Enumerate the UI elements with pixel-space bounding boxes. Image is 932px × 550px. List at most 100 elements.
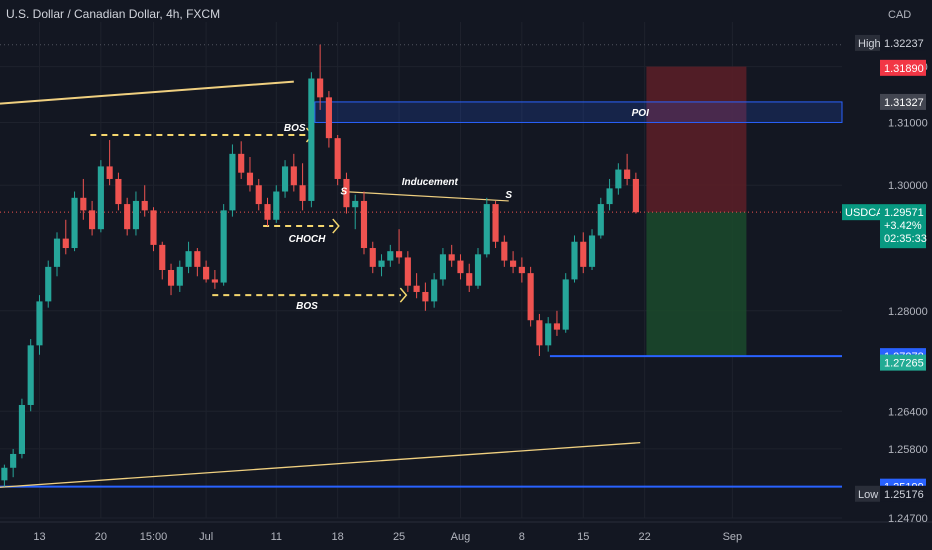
low-name-bg (855, 485, 880, 502)
candle-50 (439, 248, 446, 286)
candle-12 (106, 140, 113, 186)
drawings-layer (0, 44, 842, 488)
candle-body-44 (387, 251, 394, 261)
candle-body-37 (325, 97, 332, 139)
candle-body-42 (369, 248, 376, 267)
candle-20 (176, 260, 183, 292)
poi-price-bg (880, 93, 926, 110)
candle-body-58 (510, 260, 517, 267)
candle-body-1 (10, 453, 17, 468)
price-tag-stop: 1.31890 (880, 59, 926, 76)
candle-body-65 (571, 241, 578, 280)
x-tick-label-11: Sep (723, 531, 743, 543)
current-price-value: 1.29571 (884, 207, 924, 219)
zones-layer (314, 66, 843, 357)
bos-top-label: BOS (284, 123, 306, 134)
bos-bottom-arrow (399, 287, 408, 303)
current-symbol-label: USDCAD (845, 207, 892, 219)
inducement-line (342, 190, 509, 202)
candle-53 (466, 263, 473, 292)
price-tag-low: Low 1.25176 (855, 485, 926, 502)
candle-37 (325, 91, 332, 148)
candle-body-25 (220, 210, 227, 283)
candle-body-18 (159, 244, 166, 270)
high-name-bg (855, 34, 880, 51)
candle-body-43 (378, 260, 385, 267)
x-tick-label-0: 13 (33, 531, 45, 543)
high-name-label: High (858, 38, 881, 50)
candle-31 (273, 185, 280, 223)
candle-body-46 (404, 257, 411, 286)
candle-30 (264, 197, 271, 227)
candle-countdown: 02:35:33 (884, 233, 927, 245)
high-price-bg (880, 34, 926, 51)
candle-71 (624, 153, 631, 186)
x-tick-label-8: 8 (519, 531, 525, 543)
candle-body-13 (115, 178, 122, 205)
candle-body-16 (141, 200, 148, 211)
candle-body-3 (27, 345, 34, 405)
poi-price-value: 1.31327 (884, 97, 924, 109)
candle-5 (45, 260, 52, 308)
candle-6 (53, 232, 61, 277)
candle-59 (518, 257, 525, 283)
x-tick-label-1: 20 (95, 531, 107, 543)
x-tick-label-7: Aug (451, 531, 471, 543)
candle-25 (220, 204, 227, 286)
candle-body-41 (360, 200, 368, 249)
candle-34 (299, 163, 306, 211)
candle-28 (246, 156, 254, 192)
candle-3 (27, 339, 34, 412)
candle-body-4 (36, 301, 43, 346)
candle-40 (352, 194, 359, 230)
x-tick-label-6: 25 (393, 531, 405, 543)
lower-trendline (0, 442, 641, 488)
candle-body-14 (124, 204, 131, 230)
price-tags-layer: High 1.32237 1.31890 1.31327 USDCAD1.29571+3… (842, 34, 927, 502)
candle-60 (527, 266, 534, 327)
candle-0 (1, 464, 8, 487)
choch-arrow (332, 218, 340, 234)
candle-44 (387, 244, 394, 267)
candle-45 (396, 229, 403, 264)
y-tick-label-3: 1.28000 (888, 306, 928, 318)
candle-23 (203, 260, 210, 283)
candle-63 (553, 310, 561, 336)
stop-price-bg (880, 59, 926, 76)
candle-17 (150, 207, 157, 252)
candle-32 (281, 160, 289, 198)
candle-67 (588, 229, 596, 270)
chart-title: U.S. Dollar / Canadian Dollar, 4h, FXCM (6, 7, 221, 21)
candle-22 (194, 248, 201, 277)
candle-body-61 (536, 320, 543, 346)
candle-body-32 (281, 166, 289, 192)
x-tick-label-5: 18 (332, 531, 344, 543)
candle-body-67 (588, 235, 596, 267)
y-tick-label-6: 1.24700 (888, 513, 928, 525)
x-tick-label-4: 11 (271, 531, 282, 543)
candle-body-51 (448, 254, 455, 261)
candle-body-53 (466, 273, 473, 286)
candle-body-36 (317, 78, 324, 98)
candle-body-68 (597, 204, 604, 236)
candle-body-2 (18, 404, 25, 454)
annotations-layer: POI BOS CHOCH BOS Inducement S S (284, 108, 649, 312)
candle-65 (571, 235, 578, 283)
candle-body-30 (264, 204, 271, 220)
candle-58 (510, 251, 517, 274)
candle-body-38 (334, 138, 341, 179)
choch-label: CHOCH (289, 234, 326, 245)
candle-body-27 (238, 153, 245, 173)
candle-11 (97, 160, 104, 233)
candle-body-29 (255, 185, 262, 205)
candle-68 (597, 197, 604, 239)
candle-47 (413, 273, 420, 299)
current-price-bg (880, 204, 926, 249)
candle-body-20 (176, 266, 183, 286)
candle-body-7 (62, 238, 69, 249)
poi-zone (314, 101, 843, 123)
candle-body-24 (211, 279, 218, 283)
candle-body-9 (80, 197, 87, 211)
